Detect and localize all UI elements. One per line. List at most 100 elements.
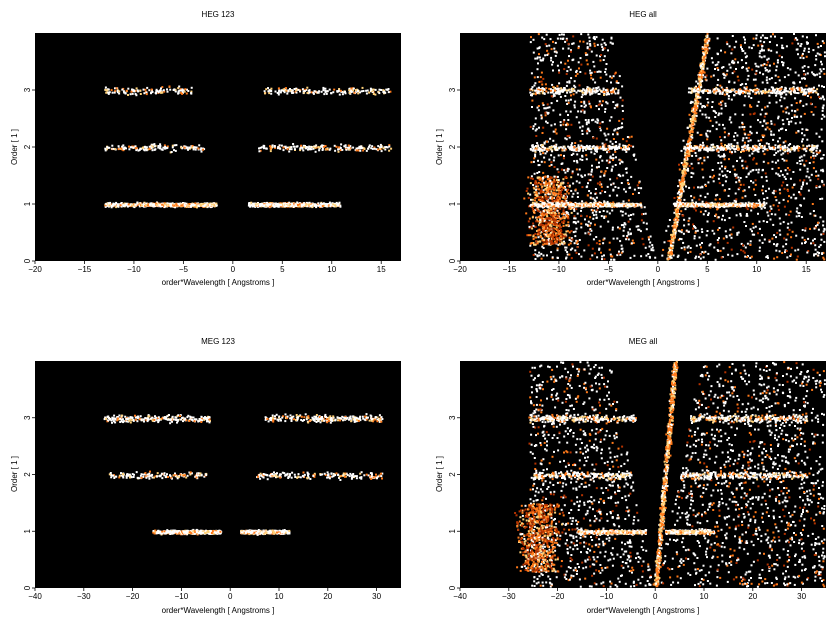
heatmap-cell	[377, 145, 380, 148]
heatmap-cell	[194, 202, 197, 205]
heatmap-cell	[564, 62, 567, 65]
heatmap-cell	[581, 125, 584, 128]
heatmap-cell	[764, 128, 767, 131]
heatmap-cell	[296, 145, 299, 148]
heatmap-cell	[308, 91, 311, 94]
heatmap-cell	[777, 167, 780, 169]
heatmap-cell	[645, 222, 648, 225]
heatmap-cell	[183, 146, 186, 149]
heatmap-cell	[548, 158, 551, 161]
heatmap-cell	[578, 253, 580, 256]
heatmap-cell	[766, 61, 769, 64]
heatmap-cell	[534, 82, 537, 85]
heatmap-cell	[338, 88, 341, 90]
heatmap-cell	[807, 189, 810, 192]
heatmap-cell	[724, 51, 727, 54]
heatmap-cell	[146, 86, 149, 89]
heatmap-cell	[120, 205, 123, 208]
heatmap-cell	[567, 42, 570, 45]
heatmap-cell	[785, 250, 788, 252]
heatmap-cell	[596, 43, 599, 46]
heatmap-cell	[644, 246, 647, 249]
heatmap-cell	[186, 88, 188, 91]
heatmap-cell	[813, 254, 815, 257]
heatmap-cell	[788, 120, 790, 123]
heatmap-cell	[701, 185, 704, 188]
heatmap-cell	[305, 147, 308, 150]
heatmap-cell	[737, 61, 739, 64]
heatmap-cell	[339, 147, 342, 150]
heatmap-cell	[570, 77, 573, 80]
heatmap-cell	[595, 137, 598, 140]
heatmap-cell	[278, 147, 281, 150]
heatmap-cell	[126, 204, 129, 207]
heatmap-cell	[284, 202, 287, 205]
heatmap-cell	[289, 205, 292, 208]
heatmap-cell	[565, 128, 568, 131]
heatmap-cell	[771, 167, 774, 170]
heatmap-cell	[617, 82, 620, 84]
heatmap-cell	[775, 101, 778, 104]
heatmap-cell	[299, 89, 302, 92]
heatmap-cell	[325, 90, 328, 93]
heatmap-cell	[754, 78, 757, 81]
heatmap-cell	[763, 115, 766, 118]
heatmap-cell	[191, 146, 193, 149]
heatmap-cell	[326, 90, 329, 93]
heatmap-cell	[162, 202, 165, 205]
heatmap-cell	[174, 206, 177, 209]
heatmap-cell	[724, 102, 727, 105]
heatmap-cell	[626, 179, 629, 182]
heatmap-cell	[696, 131, 699, 134]
heatmap-cell	[714, 116, 717, 118]
heatmap-cell	[599, 181, 602, 184]
heatmap-cell	[196, 206, 198, 209]
heatmap-cell	[340, 143, 343, 146]
heatmap-cell	[591, 168, 593, 171]
heatmap-cell	[803, 47, 806, 50]
heatmap-cell	[796, 207, 799, 210]
heatmap-cell	[565, 99, 568, 102]
heatmap-cell	[779, 99, 782, 102]
heatmap-cell	[708, 47, 711, 50]
heatmap-cell	[766, 211, 769, 214]
heatmap-cell	[797, 130, 800, 133]
heatmap-cell	[532, 224, 535, 227]
heatmap-cell	[716, 37, 719, 40]
heatmap-cell	[280, 144, 283, 147]
heatmap-cell	[605, 73, 608, 76]
heatmap-cell	[308, 89, 311, 92]
heatmap-cell	[563, 154, 565, 157]
heatmap-cell	[578, 84, 581, 87]
heatmap-cell	[763, 119, 766, 122]
heatmap-cell	[191, 145, 194, 147]
heatmap-cell	[793, 183, 795, 186]
heatmap-cell	[706, 98, 709, 100]
heatmap-cell	[721, 184, 724, 187]
heatmap-cell	[768, 101, 771, 104]
heatmap-cell	[723, 136, 726, 139]
heatmap-cell	[692, 172, 695, 175]
heatmap-cell	[307, 148, 309, 151]
heatmap-cell	[713, 232, 716, 235]
heatmap-cell	[577, 61, 580, 64]
heatmap-cell	[254, 205, 257, 208]
heatmap-cell	[612, 133, 614, 136]
heatmap-cell	[799, 81, 801, 84]
heatmap-cell	[713, 246, 716, 249]
heatmap-cell	[542, 152, 545, 155]
heatmap-cell	[599, 156, 602, 159]
heatmap-cell	[701, 113, 704, 116]
heatmap-cell	[608, 159, 611, 162]
heatmap-cell	[589, 257, 592, 260]
heatmap-cell	[796, 255, 799, 258]
heatmap-cell	[262, 145, 265, 148]
heatmap-cell	[745, 136, 748, 139]
heatmap-cell	[787, 190, 789, 192]
heatmap-cell	[151, 146, 154, 149]
y-tick-label: 3	[23, 87, 32, 92]
heatmap-cell	[590, 106, 592, 109]
heatmap-cell	[329, 205, 332, 208]
heatmap-cell	[128, 148, 131, 151]
heatmap-cell	[749, 139, 752, 142]
